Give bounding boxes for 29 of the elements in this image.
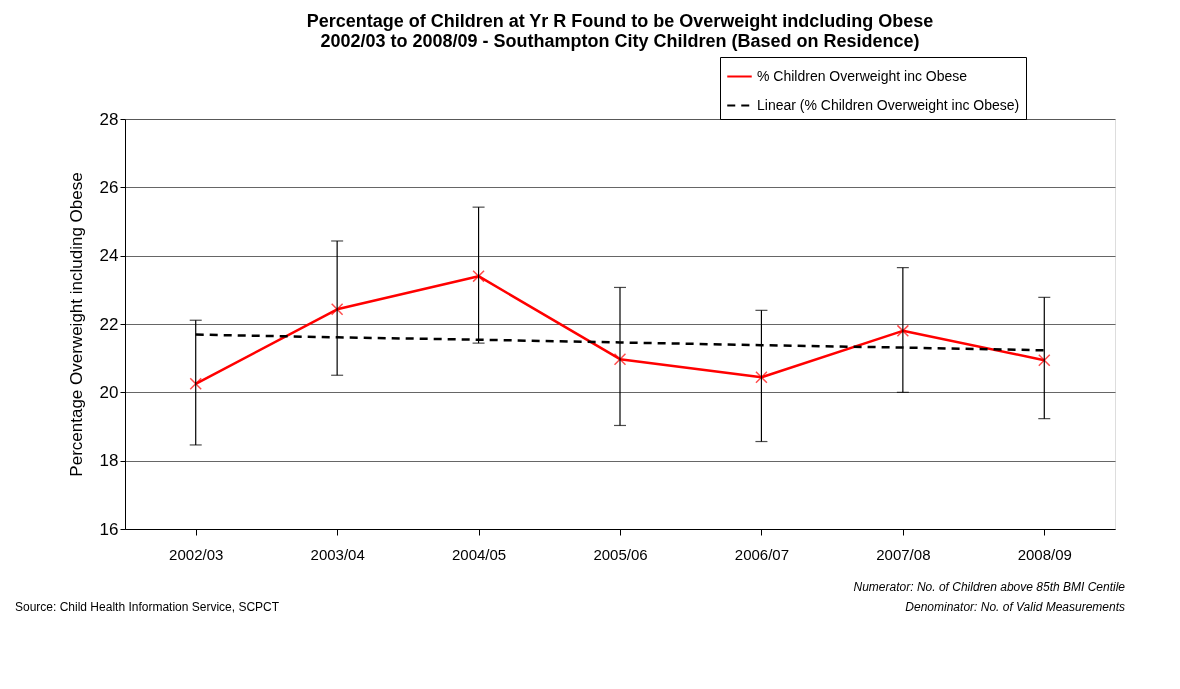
legend-label: Linear (% Children Overweight inc Obese) bbox=[757, 96, 1020, 113]
y-tick-label: 18 bbox=[99, 451, 119, 471]
point bbox=[755, 371, 768, 384]
source-note: Source: Child Health Information Service, SCPCT bbox=[15, 600, 280, 614]
legend-label: % Children Overweight inc Obese bbox=[757, 67, 968, 84]
x-tick-label: 2002/03 bbox=[169, 545, 224, 563]
y-tick-label: 16 bbox=[99, 519, 119, 539]
y-tick-label: 22 bbox=[99, 314, 119, 334]
text: Denominator: No. of Valid Measurements bbox=[905, 600, 1125, 614]
x-tick-label: 2008/09 bbox=[1017, 545, 1072, 563]
point bbox=[613, 352, 627, 366]
point bbox=[896, 324, 910, 338]
x-tick-label: 2006/07 bbox=[734, 545, 790, 563]
point bbox=[1038, 353, 1051, 367]
y-tick-label: 26 bbox=[99, 177, 119, 197]
y-axis-title: Percentage Overweight including Obese bbox=[66, 172, 86, 477]
x-tick-label: 2005/06 bbox=[593, 545, 648, 563]
point bbox=[189, 377, 202, 391]
text: 2002/03 to 2008/09 - Southampton City Children (Based on Residence) bbox=[320, 30, 920, 51]
x-tick-label: 2004/05 bbox=[451, 545, 507, 563]
x-tick-label: 2003/04 bbox=[310, 545, 365, 563]
point bbox=[472, 269, 485, 283]
text: Percentage of Children at Yr R Found to be Overweight indcluding Obese bbox=[306, 10, 934, 31]
y-tick-label: 28 bbox=[99, 109, 119, 129]
point bbox=[330, 303, 344, 316]
y-tick-label: 20 bbox=[99, 382, 119, 402]
x-tick-label: 2007/08 bbox=[876, 545, 931, 563]
y-tick-label: 24 bbox=[99, 246, 119, 266]
text: Numerator: No. of Children above 85th BMI Centile bbox=[853, 580, 1126, 594]
